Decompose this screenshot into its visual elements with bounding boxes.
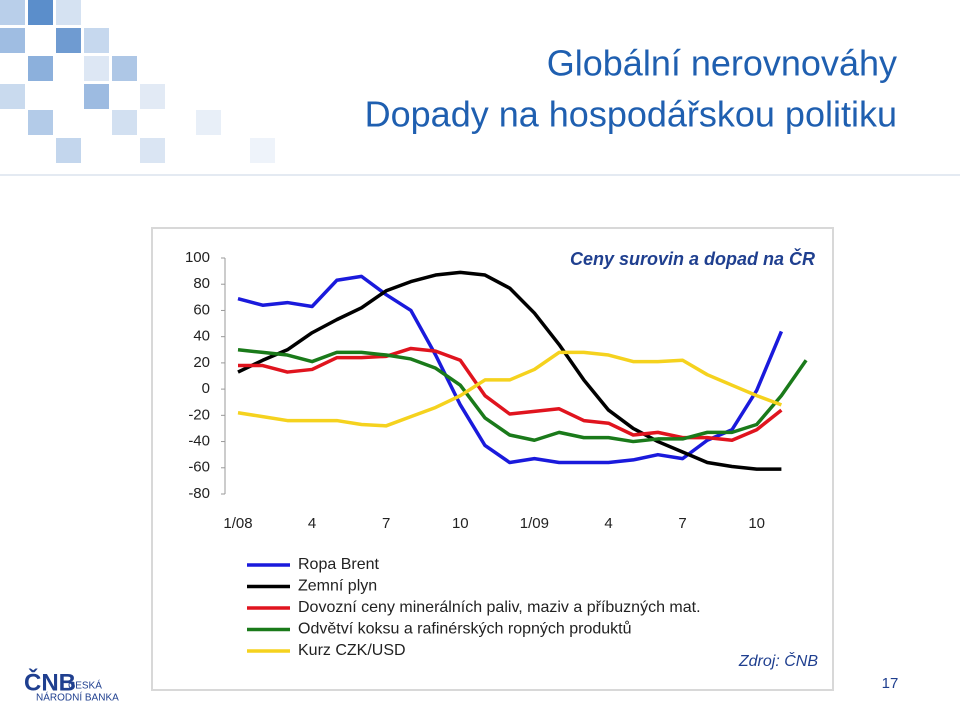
x-tick-label: 7 (678, 515, 686, 532)
y-tick-label: 0 (202, 380, 210, 397)
series-line (237, 274, 784, 465)
legend-label: Odvětví koksu a rafinérských ropných pro… (298, 620, 632, 638)
series-line (237, 350, 783, 428)
x-tick-label: 7 (382, 515, 390, 532)
series-line (237, 270, 782, 471)
page-number: 17 (882, 675, 899, 692)
logo: ČNB (24, 668, 76, 696)
legend-label: Kurz CZK/USD (298, 642, 406, 659)
chart-frame (151, 227, 834, 691)
header-mosaic (0, 0, 275, 163)
series-line (238, 346, 783, 442)
x-tick-label: 10 (452, 515, 469, 532)
slide-subtitle: Dopady na hospodářskou politiku (365, 94, 897, 135)
source: Zdroj: ČNB (738, 651, 818, 670)
bank-name: NÁRODNÍ BANKA (36, 691, 119, 704)
legend-label: Ropa Brent (298, 556, 379, 573)
x-tick-label: 1/09 (520, 515, 549, 532)
y-tick-label: 80 (193, 275, 210, 292)
x-tick-label: 1/08 (223, 515, 252, 532)
y-tick-label: 100 (185, 249, 210, 266)
x-tick-label: 10 (748, 515, 765, 532)
slide-title: Globální nerovnováhy (547, 43, 897, 84)
chart-title: Ceny surovin a dopad na ČR (570, 248, 815, 269)
y-tick-label: 40 (193, 328, 210, 345)
legend-label: Dovozní ceny minerálních paliv, maziv a … (298, 599, 701, 616)
y-tick-label: 60 (193, 301, 210, 318)
legend-label: Zemní plyn (298, 578, 377, 595)
y-tick-label: -80 (188, 485, 210, 502)
x-tick-label: 4 (308, 515, 316, 532)
y-tick-label: 20 (193, 354, 210, 371)
y-tick-label: -20 (188, 406, 210, 423)
bank-name: ČESKÁ (68, 679, 102, 692)
y-tick-label: -40 (188, 433, 210, 450)
x-tick-label: 4 (604, 515, 612, 532)
y-tick-label: -60 (188, 459, 210, 476)
series-line (237, 348, 808, 444)
